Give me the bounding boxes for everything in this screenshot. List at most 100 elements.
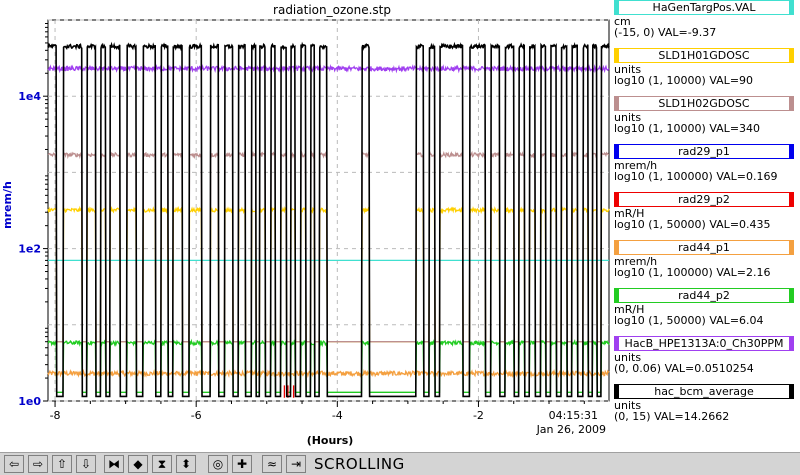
expand-vertical-icon: ⧗ [157, 457, 167, 471]
legend-swatch [615, 1, 619, 14]
legend-range-value: log10 (1, 10000) VAL=90 [614, 75, 753, 87]
legend-value: 14.2662 [683, 410, 730, 423]
legend-range: (-15, 0) [614, 26, 655, 39]
scroll-up-button[interactable]: ⇧ [52, 455, 72, 473]
legend-swatch [615, 97, 619, 110]
legend-entry[interactable]: rad44_p1 mrem/h log10 (1, 100000) VAL=2.16 [612, 240, 800, 288]
legend-entry[interactable]: HacB_HPE1313A:0_Ch30PPM units (0, 0.06) VA… [612, 336, 800, 384]
legend-value-prefix: VAL= [712, 266, 747, 279]
series-line-rad44-p2 [47, 338, 610, 393]
expand-horizontal-button[interactable]: ⧓ [104, 455, 124, 473]
legend-range: (0, 15) [614, 410, 651, 423]
legend-swatch [789, 97, 793, 110]
legend-swatch [789, 385, 793, 398]
scroll-up-icon: ⇧ [56, 457, 68, 471]
legend-swatch [789, 145, 793, 158]
legend-panel: HaGenTargPos.VAL cm (-15, 0) VAL=-9.37 SLD1… [612, 0, 800, 452]
y-tick-label: 1e2 [18, 243, 41, 256]
legend-entry[interactable]: rad29_p1 mrem/h log10 (1, 100000) VAL=0.16… [612, 144, 800, 192]
autoscale-icon: ≈ [266, 457, 278, 471]
legend-label: rad29_p1 [678, 145, 730, 158]
y-axis-label: mrem/h [1, 181, 14, 229]
legend-range-value: (0, 15) VAL=14.2662 [614, 411, 729, 423]
legend-unit: mR/H [614, 207, 645, 220]
legend-series-name[interactable]: rad29_p1 [614, 144, 794, 159]
x-tick-label: -2 [473, 409, 484, 422]
legend-value-prefix: VAL= [654, 26, 688, 39]
legend-range-value: (-15, 0) VAL=-9.37 [614, 27, 716, 39]
legend-range: log10 (1, 10000) [614, 122, 706, 135]
legend-swatch [615, 337, 619, 350]
legend-series-name[interactable]: rad29_p2 [614, 192, 794, 207]
expand-vertical-button[interactable]: ⧗ [152, 455, 172, 473]
legend-value-prefix: VAL= [650, 410, 684, 423]
toolbar: SCROLLING ⇦ ⇨ ⇧ ⇩ ⧓ ◆ ⧗ ⬍ ◎ ✚ ≈ ⇥ [0, 452, 800, 475]
legend-entry[interactable]: HaGenTargPos.VAL cm (-15, 0) VAL=-9.37 [612, 0, 800, 48]
series-line-sld1h02gdosc [47, 150, 609, 343]
scroll-right-button[interactable]: ⇨ [28, 455, 48, 473]
plot-frame [47, 19, 610, 402]
compress-horizontal-button[interactable]: ◆ [128, 455, 148, 473]
legend-range-value: log10 (1, 50000) VAL=6.04 [614, 315, 764, 327]
compress-vertical-icon: ⬍ [180, 457, 192, 471]
series-lines [47, 41, 610, 398]
legend-unit: cm [614, 15, 631, 28]
legend-series-name[interactable]: rad44_p2 [614, 288, 794, 303]
current-time-label: 04:15:31 [549, 409, 598, 422]
legend-entry[interactable]: SLD1H01GDOSC units log10 (1, 10000) VAL=90 [612, 48, 800, 96]
y-tick-label: 1e4 [18, 90, 41, 103]
legend-unit: mR/H [614, 303, 645, 316]
zoom-in-button[interactable]: ✚ [232, 455, 252, 473]
scroll-down-button[interactable]: ⇩ [76, 455, 96, 473]
compress-horizontal-icon: ◆ [133, 457, 143, 471]
legend-range: log10 (1, 100000) [614, 266, 713, 279]
axes: -8 -6 -4 -2 1e0 1e2 1e4 [18, 22, 585, 422]
zoom-out-button[interactable]: ◎ [208, 455, 228, 473]
x-tick-label: -8 [50, 409, 61, 422]
legend-swatch [615, 49, 619, 62]
legend-entry[interactable]: hac_bcm_average units (0, 15) VAL=14.2662 [612, 384, 800, 432]
legend-value: -9.37 [687, 26, 717, 39]
y-tick-label: 1e0 [18, 395, 41, 408]
autoscale-button[interactable]: ≈ [262, 455, 282, 473]
legend-swatch [789, 1, 793, 14]
legend-series-name[interactable]: hac_bcm_average [614, 384, 794, 399]
legend-series-name[interactable]: SLD1H02GDOSC [614, 96, 794, 111]
legend-value: 2.16 [746, 266, 771, 279]
zoom-in-icon: ✚ [236, 457, 248, 471]
legend-series-name[interactable]: rad44_p1 [614, 240, 794, 255]
legend-series-name[interactable]: HaGenTargPos.VAL [614, 0, 794, 15]
legend-unit: units [614, 351, 642, 364]
legend-value: 0.435 [739, 218, 771, 231]
compress-vertical-button[interactable]: ⬍ [176, 455, 196, 473]
legend-range: log10 (1, 50000) [614, 314, 706, 327]
legend-range: log10 (1, 10000) [614, 74, 706, 87]
grid-lines [48, 19, 609, 402]
legend-range: (0, 0.06) [614, 362, 662, 375]
legend-swatch [789, 289, 793, 302]
series-line-hac-bcm-average [47, 41, 610, 398]
legend-entry[interactable]: SLD1H02GDOSC units log10 (1, 10000) VAL=34… [612, 96, 800, 144]
legend-entry[interactable]: rad44_p2 mR/H log10 (1, 50000) VAL=6.04 [612, 288, 800, 336]
scroll-to-end-button[interactable]: ⇥ [286, 455, 306, 473]
legend-range: log10 (1, 100000) [614, 170, 713, 183]
legend-label: rad44_p2 [678, 289, 730, 302]
x-tick-label: -6 [191, 409, 202, 422]
legend-value-prefix: VAL= [661, 362, 695, 375]
legend-label: SLD1H02GDOSC [658, 97, 750, 110]
legend-unit: mrem/h [614, 159, 658, 172]
legend-value-prefix: VAL= [705, 74, 740, 87]
legend-swatch [615, 289, 619, 302]
legend-label: HacB_HPE1313A:0_Ch30PPM [624, 337, 784, 350]
legend-series-name[interactable]: SLD1H01GDOSC [614, 48, 794, 63]
legend-range: log10 (1, 50000) [614, 218, 706, 231]
x-axis-label: (Hours) [307, 434, 354, 447]
legend-value-prefix: VAL= [705, 314, 740, 327]
legend-entry[interactable]: rad29_p2 mR/H log10 (1, 50000) VAL=0.435 [612, 192, 800, 240]
scroll-left-button[interactable]: ⇦ [4, 455, 24, 473]
legend-swatch [789, 337, 793, 350]
legend-swatch [615, 193, 619, 206]
legend-series-name[interactable]: HacB_HPE1313A:0_Ch30PPM [614, 336, 794, 351]
scrolling-status: SCROLLING [314, 455, 405, 473]
legend-value: 0.169 [746, 170, 778, 183]
